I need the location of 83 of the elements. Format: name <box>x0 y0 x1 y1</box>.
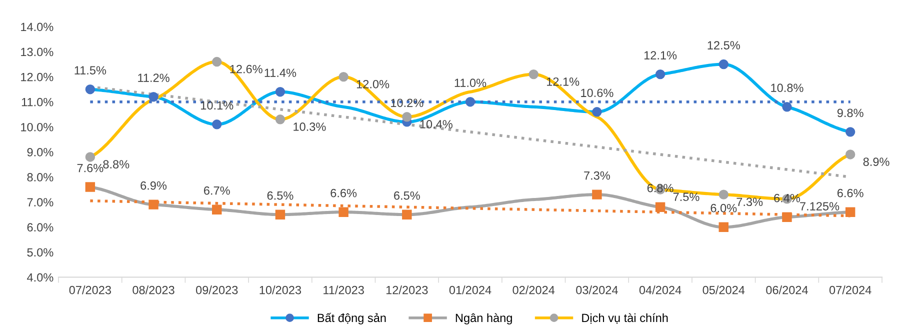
data-label: 6.7% <box>204 186 230 195</box>
point <box>212 120 222 130</box>
point <box>718 59 728 70</box>
legend-label: Bất động sản <box>318 312 386 324</box>
x-tick-label: 01/2024 <box>449 286 492 294</box>
x-tick-label: 08/2023 <box>132 286 174 294</box>
data-label: 12.5% <box>708 41 740 50</box>
point <box>782 212 792 222</box>
data-label: 12.1% <box>644 51 677 60</box>
y-tick-label: 5.0% <box>27 248 54 257</box>
y-tick-label: 13.0% <box>21 48 54 56</box>
point <box>402 112 412 122</box>
data-label: 6.6% <box>837 188 864 198</box>
x-tick-label: 07/2023 <box>69 286 111 294</box>
point <box>465 97 476 107</box>
point <box>338 207 348 217</box>
y-tick-label: 7.0% <box>27 198 54 206</box>
point <box>85 182 96 192</box>
point <box>275 114 286 124</box>
point <box>275 86 286 97</box>
y-tick-label: 6.0% <box>27 223 54 232</box>
x-tick-label: 11/2023 <box>324 286 364 294</box>
point <box>845 150 856 160</box>
data-label: 7.3% <box>584 171 610 180</box>
data-label: 8.8% <box>103 160 130 168</box>
data-label: 6.5% <box>267 191 294 200</box>
data-label: 7.125% <box>800 202 840 210</box>
x-tick-label: 04/2024 <box>639 286 682 294</box>
data-label: 6.5% <box>394 191 420 200</box>
point <box>85 84 96 94</box>
y-tick-label: 12.0% <box>21 72 54 82</box>
point <box>212 56 222 67</box>
point <box>655 69 666 80</box>
point <box>338 72 348 82</box>
point <box>85 152 96 162</box>
data-label: 11.0% <box>454 78 486 88</box>
point <box>402 210 412 220</box>
y-tick-label: 9.0% <box>27 148 54 156</box>
data-label: 7.6% <box>77 164 104 172</box>
x-tick-label: 02/2024 <box>512 286 555 294</box>
y-tick-label: 10.0% <box>21 122 54 132</box>
data-label: 11.5% <box>74 66 106 75</box>
x-tick-label: 07/2024 <box>829 286 872 294</box>
legend-label: Ngân hàng <box>456 313 512 324</box>
x-tick-label: 10/2023 <box>260 286 302 294</box>
point <box>782 102 792 112</box>
point <box>592 190 602 200</box>
data-label: 7.5% <box>673 192 700 202</box>
x-tick-label: 09/2023 <box>196 286 238 294</box>
y-tick-label: 14.0% <box>21 22 54 32</box>
data-label: 10.2% <box>391 98 424 108</box>
x-tick-label: 12/2023 <box>386 286 428 294</box>
y-tick-label: 8.0% <box>27 173 54 182</box>
point <box>592 107 602 117</box>
data-label: 7.3% <box>736 198 763 206</box>
point <box>212 204 222 214</box>
point <box>845 127 856 137</box>
point <box>718 222 728 232</box>
data-label: 6.6% <box>330 188 357 198</box>
legend-label: Dịch vụ tài chính <box>582 313 668 324</box>
point <box>528 69 538 80</box>
point <box>275 210 286 220</box>
data-label: 6.9% <box>140 181 167 190</box>
data-label: 10.8% <box>771 84 804 92</box>
point <box>655 202 666 212</box>
data-label: 11.2% <box>138 74 170 82</box>
x-tick-label: 06/2024 <box>766 286 808 294</box>
data-label: 8.9% <box>863 158 890 166</box>
point <box>148 200 158 210</box>
x-tick-label: 03/2024 <box>576 286 618 294</box>
data-label: 9.8% <box>837 108 864 118</box>
x-tick-label: 05/2024 <box>702 286 745 294</box>
y-tick-label: 11.0% <box>22 98 54 106</box>
data-label: 10.1% <box>201 101 234 110</box>
data-label: 10.6% <box>581 88 614 98</box>
data-label: 10.3% <box>294 122 326 131</box>
data-label: 11.4% <box>264 68 296 77</box>
point <box>718 190 728 200</box>
point <box>148 92 158 102</box>
data-label: 6.0% <box>710 204 737 212</box>
point <box>845 207 856 217</box>
data-label: 10.4% <box>420 120 452 128</box>
y-tick-label: 4.0% <box>27 273 54 282</box>
